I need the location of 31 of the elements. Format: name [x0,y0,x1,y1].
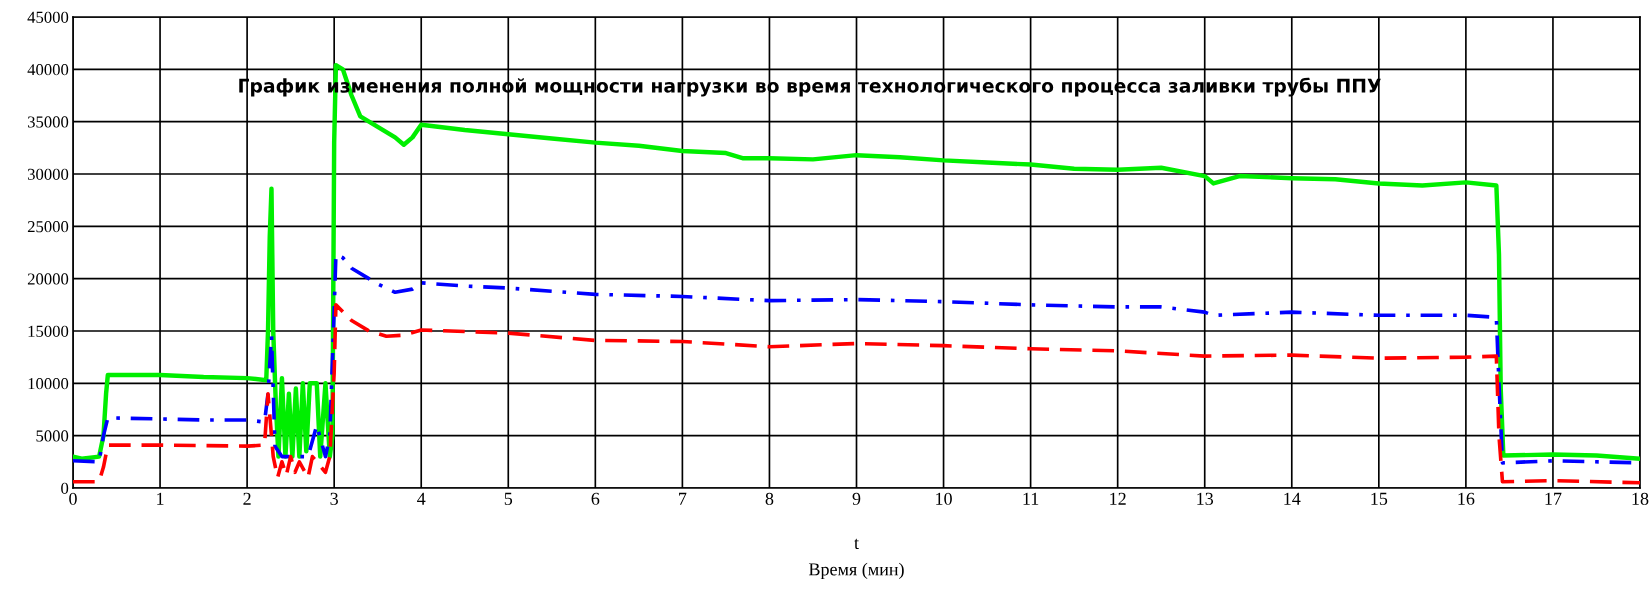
line-series [73,62,1640,461]
x-tick-label: 18 [1632,492,1649,505]
x-tick-label: 15 [1371,492,1388,505]
x-tick-label: 7 [679,492,687,505]
x-tick-label: 9 [852,492,861,505]
y-tick-label: 30000 [27,168,69,180]
x-tick-label: 8 [765,492,774,505]
x-tick-label: 14 [1284,492,1301,505]
y-tick-label: 15000 [28,325,69,337]
x-tick-label: 17 [1545,492,1562,505]
y-tick-label: 5000 [36,430,69,442]
x-tick-label: 5 [504,492,513,505]
x-tick-label: 6 [591,492,600,505]
y-tick-label: 25000 [27,221,69,233]
x-tick-label: 10 [936,492,952,505]
y-tick-label: 0 [61,482,69,494]
y-tick-label: 35000 [27,116,69,128]
y-tick-label: 45000 [27,11,69,23]
x-tick-label: 4 [417,492,426,505]
y-tick-label: 40000 [27,64,69,76]
y-tick-label: 10000 [28,378,69,390]
x-tick-label: 0 [69,492,77,505]
x-tick-label: 2 [243,492,251,505]
x-tick-label: 16 [1458,492,1475,505]
x-tick-label: 12 [1110,492,1126,505]
x-tick-label: 11 [1023,492,1039,505]
x-tick-label: 1 [157,492,164,505]
y-tick-label: 20000 [27,273,69,285]
x-tick-label: 13 [1197,492,1214,505]
x-tick-label: 3 [330,492,338,505]
x-axis-title: t Время (мин) [808,538,904,580]
